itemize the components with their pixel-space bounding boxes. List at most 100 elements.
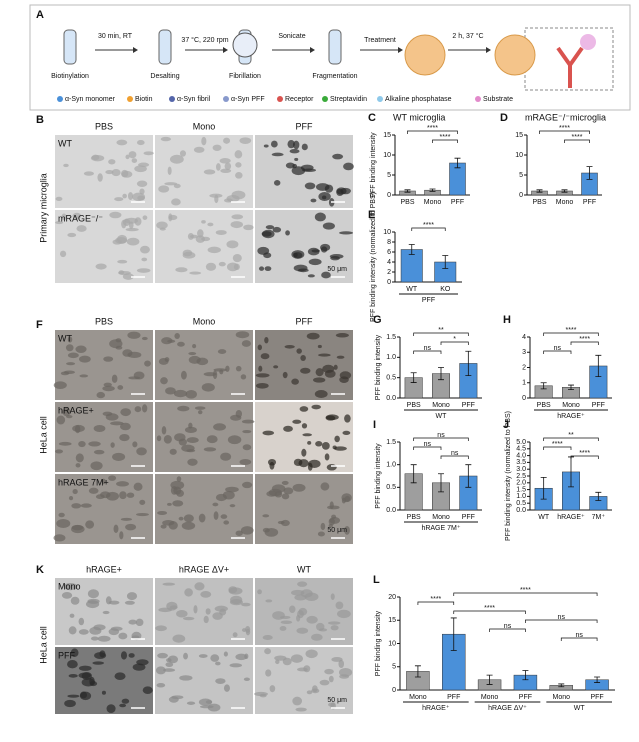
cell-texture — [203, 169, 216, 175]
side-label: Primary microglia — [38, 173, 48, 243]
arrow-head — [223, 47, 228, 53]
cell-texture — [311, 404, 321, 410]
cell-texture — [339, 376, 349, 384]
y-tick-label: 0.5 — [516, 500, 526, 507]
cell-texture — [270, 140, 278, 148]
y-tick-label: 1.5 — [516, 486, 526, 493]
cell-texture — [230, 595, 243, 605]
cell-texture — [141, 257, 148, 262]
x-tick-label: Mono — [432, 402, 450, 409]
cell-texture — [344, 525, 350, 535]
condition-label: Treatment — [364, 37, 396, 44]
cell-texture — [120, 408, 132, 417]
error-bar — [438, 473, 444, 493]
panel-letter: F — [36, 319, 43, 331]
cell-texture — [55, 221, 64, 225]
cell-texture — [235, 410, 243, 418]
cell-icon — [494, 34, 536, 76]
cell-texture — [53, 381, 67, 389]
column-header: Mono — [193, 121, 216, 131]
legend-swatch — [475, 96, 481, 102]
cell-texture — [271, 152, 284, 157]
cell-texture — [261, 231, 272, 237]
cell-texture — [167, 655, 179, 664]
cell-texture — [66, 362, 76, 366]
x-tick-label: PFF — [451, 199, 464, 206]
condition-label: 37 °C, 220 rpm — [181, 36, 228, 44]
cell-texture — [275, 659, 280, 665]
cell-texture — [139, 499, 146, 505]
y-tick-label: 10 — [388, 640, 396, 647]
cell-texture — [114, 197, 124, 202]
legend-label: Biotin — [135, 96, 153, 103]
cell-texture — [128, 653, 135, 658]
cell-texture — [344, 414, 351, 423]
cell-texture — [218, 261, 226, 267]
significance-label: ** — [568, 432, 574, 439]
error-bar — [410, 372, 417, 383]
cell-texture — [215, 230, 227, 236]
panel-letter: K — [36, 564, 44, 576]
y-tick-label: 15 — [383, 132, 391, 139]
cell-texture — [297, 581, 308, 587]
cell-texture — [212, 502, 219, 507]
group-label: hRAGE ΔV⁺ — [488, 705, 527, 712]
cell-texture — [133, 371, 145, 380]
cell-texture — [187, 458, 198, 466]
cell-texture — [324, 453, 330, 461]
y-tick-label: 0.0 — [386, 395, 396, 402]
cell-texture — [296, 627, 309, 634]
cell-texture — [240, 374, 247, 380]
side-label: HeLa cell — [38, 416, 48, 454]
cell-texture — [158, 358, 169, 365]
y-tick-label: 15 — [388, 617, 396, 624]
cell-texture — [162, 668, 176, 672]
cell-texture — [285, 230, 290, 236]
x-tick-label: 7M⁺ — [592, 514, 606, 521]
cell-texture — [128, 221, 134, 229]
cell-texture — [177, 405, 190, 412]
significance-label: **** — [427, 125, 438, 132]
cell-texture — [294, 157, 299, 161]
cell-texture — [80, 691, 88, 699]
cell-texture — [302, 433, 313, 437]
y-tick-label: 0.0 — [386, 507, 396, 514]
cell-texture — [192, 343, 197, 349]
cell-texture — [209, 193, 223, 198]
cell-texture — [245, 625, 251, 633]
cell-texture — [174, 332, 180, 340]
y-tick-label: 0 — [387, 192, 391, 199]
cell-texture — [207, 222, 214, 227]
cell-texture — [277, 520, 285, 525]
cell-texture — [331, 514, 337, 519]
error-bar — [594, 676, 601, 683]
cell-texture — [136, 180, 148, 187]
cell-texture — [79, 374, 89, 378]
significance-bracket — [570, 455, 599, 459]
cell-texture — [173, 389, 188, 398]
cell-texture — [165, 387, 176, 395]
significance-bracket — [543, 446, 572, 450]
cell-texture — [176, 476, 182, 482]
cell-texture — [258, 266, 265, 271]
cell-texture — [127, 351, 142, 358]
cell-texture — [271, 484, 286, 493]
cell-texture — [179, 150, 187, 157]
cell-texture — [183, 514, 194, 523]
legend-label: Streptavidin — [330, 96, 367, 103]
cell-texture — [223, 137, 231, 144]
cell-texture — [336, 355, 345, 359]
legend-swatch — [127, 96, 133, 102]
cell-texture — [169, 448, 177, 455]
significance-label: **** — [579, 450, 590, 457]
cell-texture — [336, 609, 351, 619]
column-header: WT — [297, 564, 311, 574]
y-tick-label: 1.0 — [386, 354, 396, 361]
cell-texture — [235, 171, 243, 179]
legend-swatch — [57, 96, 63, 102]
cell-texture — [315, 368, 324, 377]
row-label: hRAGE 7M+ — [58, 477, 109, 487]
cell-texture — [69, 613, 75, 618]
x-tick-label: PFF — [462, 514, 475, 521]
